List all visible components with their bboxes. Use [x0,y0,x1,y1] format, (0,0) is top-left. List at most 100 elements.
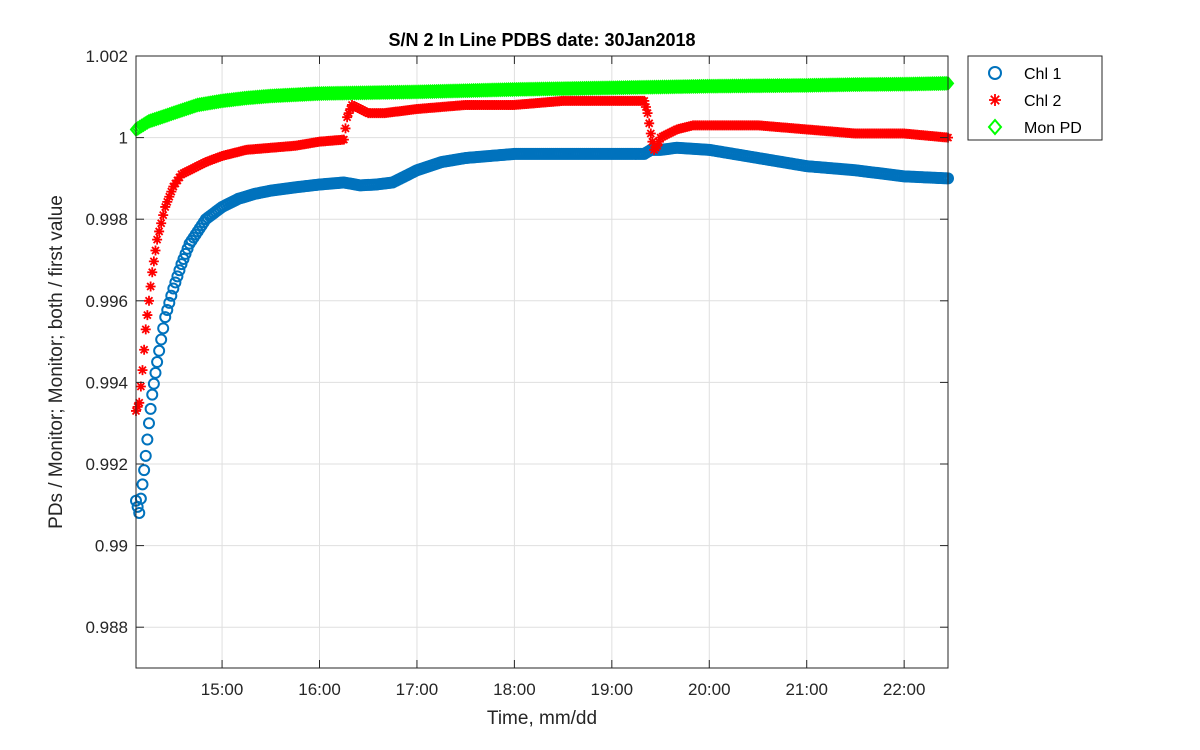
data-point-fill [215,151,226,162]
data-point-fill [171,270,184,283]
data-point-fill [939,75,953,91]
data-point-fill [159,108,173,124]
data-point-fill [198,158,209,169]
x-tick-label: 15:00 [201,680,244,699]
series-chl-1 [130,141,954,519]
chart-title: S/N 2 In Line PDBS date: 30Jan2018 [388,30,695,50]
data-point-fill [161,303,174,316]
data-point [137,365,148,376]
data-point-fill [208,94,221,110]
series-mon-pd [129,75,955,138]
data-point [142,417,155,430]
x-tick-label: 16:00 [298,680,341,699]
data-point-fill [182,166,193,177]
data-point-fill [336,134,347,145]
data-point-fill [653,136,664,147]
data-point-fill [340,123,351,134]
plot-frame [135,55,949,669]
data-point-fill [343,108,354,119]
data-point [645,128,656,139]
data-point [167,282,180,295]
data-point-fill [353,103,364,114]
data-point-fill [156,218,167,229]
data-point [133,506,146,519]
data-point-fill [150,245,161,256]
data-point-fill [155,333,168,346]
y-tick-label: 0.99 [95,537,128,556]
data-point-fill [139,344,150,355]
y-tick-label: 0.992 [85,455,128,474]
y-tick-label: 0.996 [85,292,128,311]
x-tick-label: 18:00 [493,680,536,699]
x-tick-label: 21:00 [785,680,828,699]
data-point [147,267,158,278]
data-point-fill [164,191,175,202]
data-point [342,112,353,123]
data-point-fill [165,289,178,302]
data-point-fill [173,264,186,277]
data-point [136,478,149,491]
data-point [160,201,171,212]
data-point-fill [232,91,246,107]
data-point-fill [148,256,159,267]
y-tick-label: 1 [119,129,128,148]
data-point-fill [169,276,182,289]
data-point-fill [147,377,160,390]
data-point-fill [644,118,655,129]
legend-label: Chl 2 [1024,93,1061,110]
x-tick-label: 22:00 [883,680,926,699]
data-point [139,449,152,462]
data-point [146,388,159,401]
data-point-fill [142,310,153,321]
data-point-fill [183,99,197,116]
x-tick-label: 20:00 [688,680,731,699]
data-point-fill [940,172,953,185]
legend-marker [987,118,1003,136]
legend-marker [989,94,1001,106]
data-point-fill [162,196,173,207]
x-axis-label: Time, mm/dd [487,708,597,729]
data-point-fill [361,107,372,118]
ticks: 15:00 16:00 17:00 18:00 19:00 20:00 21:00 22:00… [85,47,948,699]
data-point-fill [637,95,648,106]
data-point-fill [669,125,680,136]
legend-item: Mon PD [987,118,1082,137]
legend-label: Chl 1 [1024,66,1061,83]
legend-item: Chl 1 [988,66,1061,83]
data-point-fill [174,172,185,183]
data-point [134,397,145,408]
data-point [152,234,163,245]
data-point-fill [153,344,166,357]
data-point [143,295,154,306]
data-point [140,324,151,335]
series-layer [129,75,955,519]
legend-label: Mon PD [1024,120,1082,137]
y-tick-label: 1.002 [85,47,128,66]
x-tick-label: 17:00 [396,680,439,699]
data-point-fill [154,226,165,237]
data-point [159,311,172,324]
legend-marker [988,66,1002,80]
data-point-fill [145,281,156,292]
data-point-fill [647,136,658,147]
y-axis-label: PDs / Monitor; Monitor; both / first val… [46,195,67,529]
data-point-fill [190,162,201,173]
series-chl-2 [131,95,953,416]
data-point-fill [166,186,177,197]
data-point [642,108,653,119]
data-point-fill [157,322,170,335]
data-point-fill [149,366,162,379]
x-tick-label: 19:00 [591,680,634,699]
data-point-fill [132,401,143,412]
y-tick-label: 0.988 [85,618,128,637]
data-point-fill [640,102,651,112]
data-point-fill [144,402,157,415]
data-point-fill [935,75,949,92]
y-tick-label: 0.998 [85,210,128,229]
y-tick-label: 0.994 [85,373,128,392]
data-point-fill [650,142,661,153]
data-point-fill [135,381,146,392]
data-point-fill [138,464,151,477]
data-point-fill [158,210,169,221]
